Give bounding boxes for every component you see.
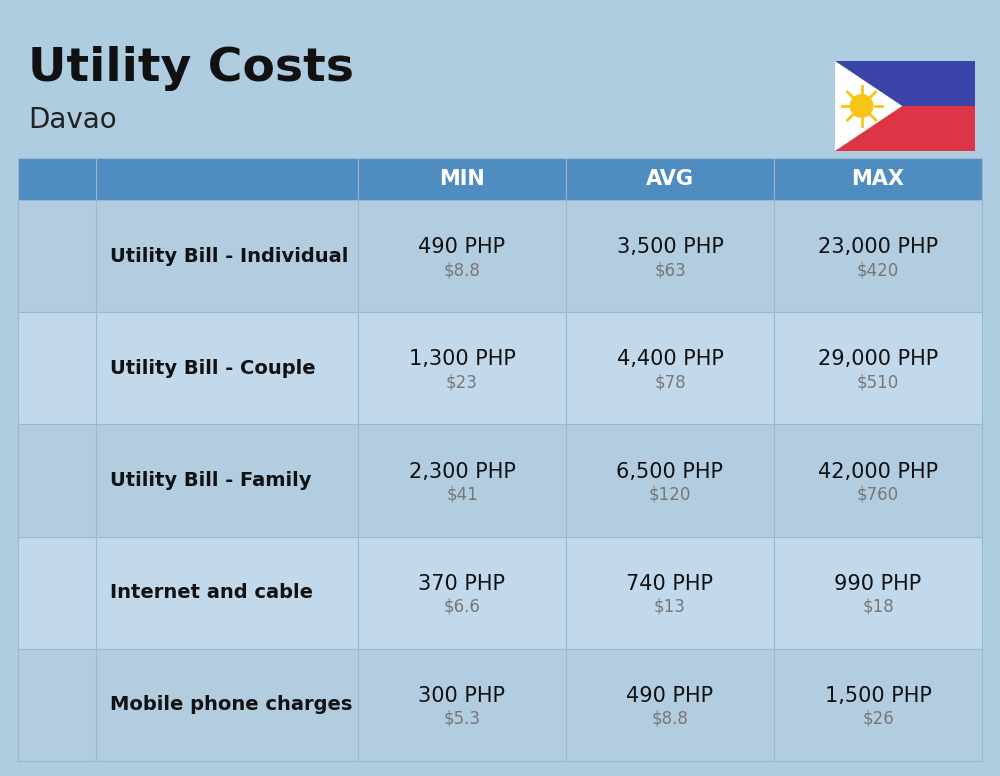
Text: Mobile phone charges: Mobile phone charges [110,695,352,715]
Bar [774,424,982,536]
Bar [774,536,982,649]
Polygon shape [835,106,975,151]
Bar [566,424,774,536]
Text: 370 PHP: 370 PHP [418,573,506,594]
Bar [358,312,566,424]
Text: 1,500 PHP: 1,500 PHP [825,686,931,706]
Text: $23: $23 [446,373,478,391]
Bar [774,649,982,761]
Bar [358,649,566,761]
Text: $760: $760 [857,486,899,504]
Bar [96,312,358,424]
Text: $5.3: $5.3 [444,710,480,728]
Bar [18,536,96,649]
Bar [358,424,566,536]
Text: $6.6: $6.6 [444,598,480,615]
Bar [96,158,358,200]
Text: AVG: AVG [646,169,694,189]
Bar [566,649,774,761]
Bar [96,649,358,761]
Bar [566,200,774,312]
Bar [18,158,96,200]
Text: $41: $41 [446,486,478,504]
Text: $8.8: $8.8 [652,710,688,728]
Circle shape [850,94,874,118]
Text: 490 PHP: 490 PHP [626,686,714,706]
Bar [774,312,982,424]
Polygon shape [835,61,902,151]
Bar [358,158,566,200]
Text: 2,300 PHP: 2,300 PHP [409,462,515,481]
Text: $510: $510 [857,373,899,391]
Text: 4,400 PHP: 4,400 PHP [617,349,723,369]
Bar [96,200,358,312]
Text: $78: $78 [654,373,686,391]
Text: 23,000 PHP: 23,000 PHP [818,237,938,257]
Bar [774,158,982,200]
Text: 6,500 PHP: 6,500 PHP [616,462,724,481]
Text: $420: $420 [857,261,899,279]
Text: Utility Bill - Couple: Utility Bill - Couple [110,359,316,378]
Bar [566,158,774,200]
Bar [835,61,975,151]
Text: $18: $18 [862,598,894,615]
Bar [96,536,358,649]
Bar [774,200,982,312]
Bar [96,424,358,536]
Text: MAX: MAX [852,169,904,189]
Text: $26: $26 [862,710,894,728]
Bar [18,312,96,424]
Bar [358,536,566,649]
Text: Internet and cable: Internet and cable [110,584,313,602]
Bar [18,424,96,536]
Text: 740 PHP: 740 PHP [626,573,714,594]
Text: 29,000 PHP: 29,000 PHP [818,349,938,369]
Text: Utility Bill - Individual: Utility Bill - Individual [110,247,348,265]
Text: 990 PHP: 990 PHP [834,573,922,594]
Polygon shape [835,61,975,106]
Bar [18,649,96,761]
Text: $63: $63 [654,261,686,279]
Text: $13: $13 [654,598,686,615]
Text: 300 PHP: 300 PHP [418,686,506,706]
Text: Utility Bill - Family: Utility Bill - Family [110,471,312,490]
Bar [18,200,96,312]
Text: MIN: MIN [439,169,485,189]
Text: 490 PHP: 490 PHP [418,237,506,257]
Text: 1,300 PHP: 1,300 PHP [409,349,515,369]
Bar [358,200,566,312]
Bar [566,536,774,649]
Bar [566,312,774,424]
Text: $120: $120 [649,486,691,504]
Text: Davao: Davao [28,106,117,134]
Text: Utility Costs: Utility Costs [28,46,354,91]
Text: 42,000 PHP: 42,000 PHP [818,462,938,481]
Text: 3,500 PHP: 3,500 PHP [617,237,723,257]
Text: $8.8: $8.8 [444,261,480,279]
